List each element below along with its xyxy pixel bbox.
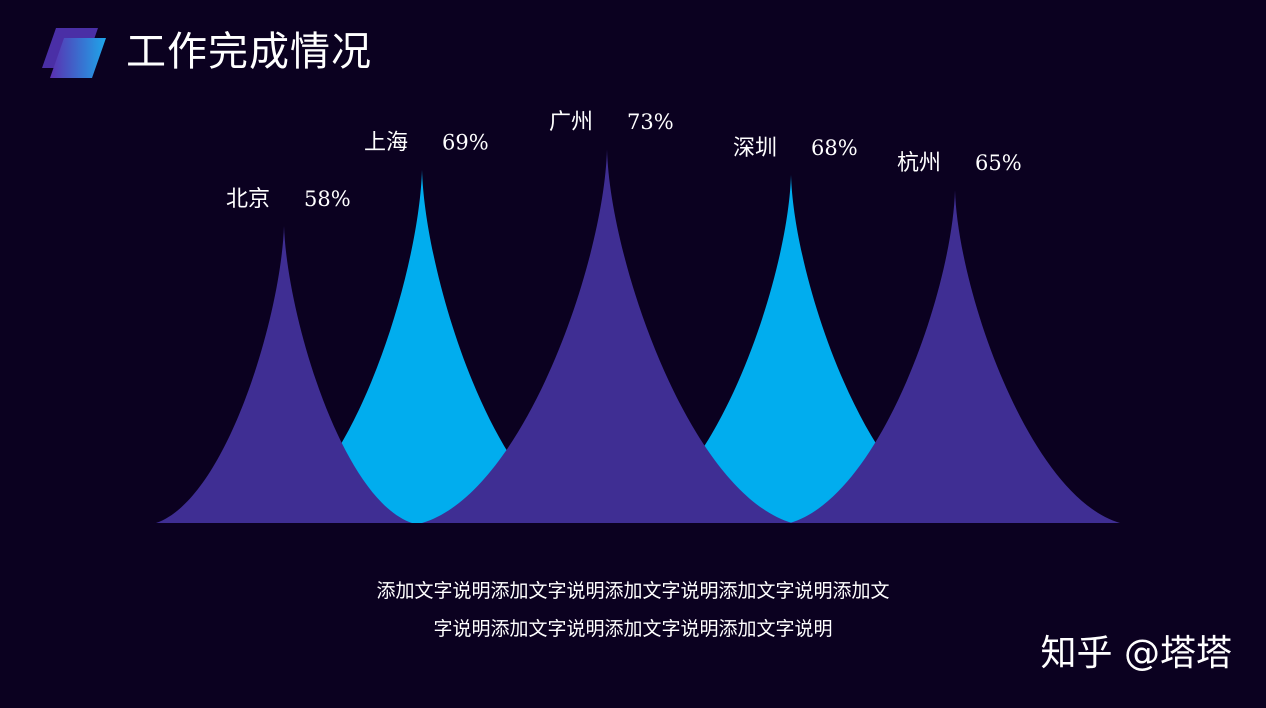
value-label-2: 69% xyxy=(442,131,489,155)
category-label-1: 北京 xyxy=(226,187,270,212)
category-label-4: 深圳 xyxy=(733,136,777,161)
peak-5 xyxy=(790,190,1120,523)
description-text: 添加文字说明添加文字说明添加文字说明添加文字说明添加文 字说明添加文字说明添加文… xyxy=(333,572,933,648)
peak-1 xyxy=(156,226,412,524)
category-label-5: 杭州 xyxy=(897,151,941,176)
value-label-5: 65% xyxy=(975,151,1022,175)
category-label-3: 广州 xyxy=(549,110,593,135)
peak-3 xyxy=(422,149,792,524)
logo-front-shape xyxy=(50,38,106,78)
description-line-1: 添加文字说明添加文字说明添加文字说明添加文字说明添加文 xyxy=(376,580,890,602)
peak-4 xyxy=(621,174,961,523)
parallelogram-logo-icon xyxy=(42,28,106,78)
description-line-2: 字说明添加文字说明添加文字说明添加文字说明 xyxy=(433,618,833,640)
page-title: 工作完成情况 xyxy=(126,29,372,75)
peak-2 xyxy=(262,169,582,523)
value-label-1: 58% xyxy=(304,187,351,211)
category-label-2: 上海 xyxy=(364,131,408,156)
value-label-3: 73% xyxy=(627,110,674,134)
value-label-4: 68% xyxy=(811,136,858,160)
watermark-text: 知乎 @塔塔 xyxy=(1040,633,1232,674)
